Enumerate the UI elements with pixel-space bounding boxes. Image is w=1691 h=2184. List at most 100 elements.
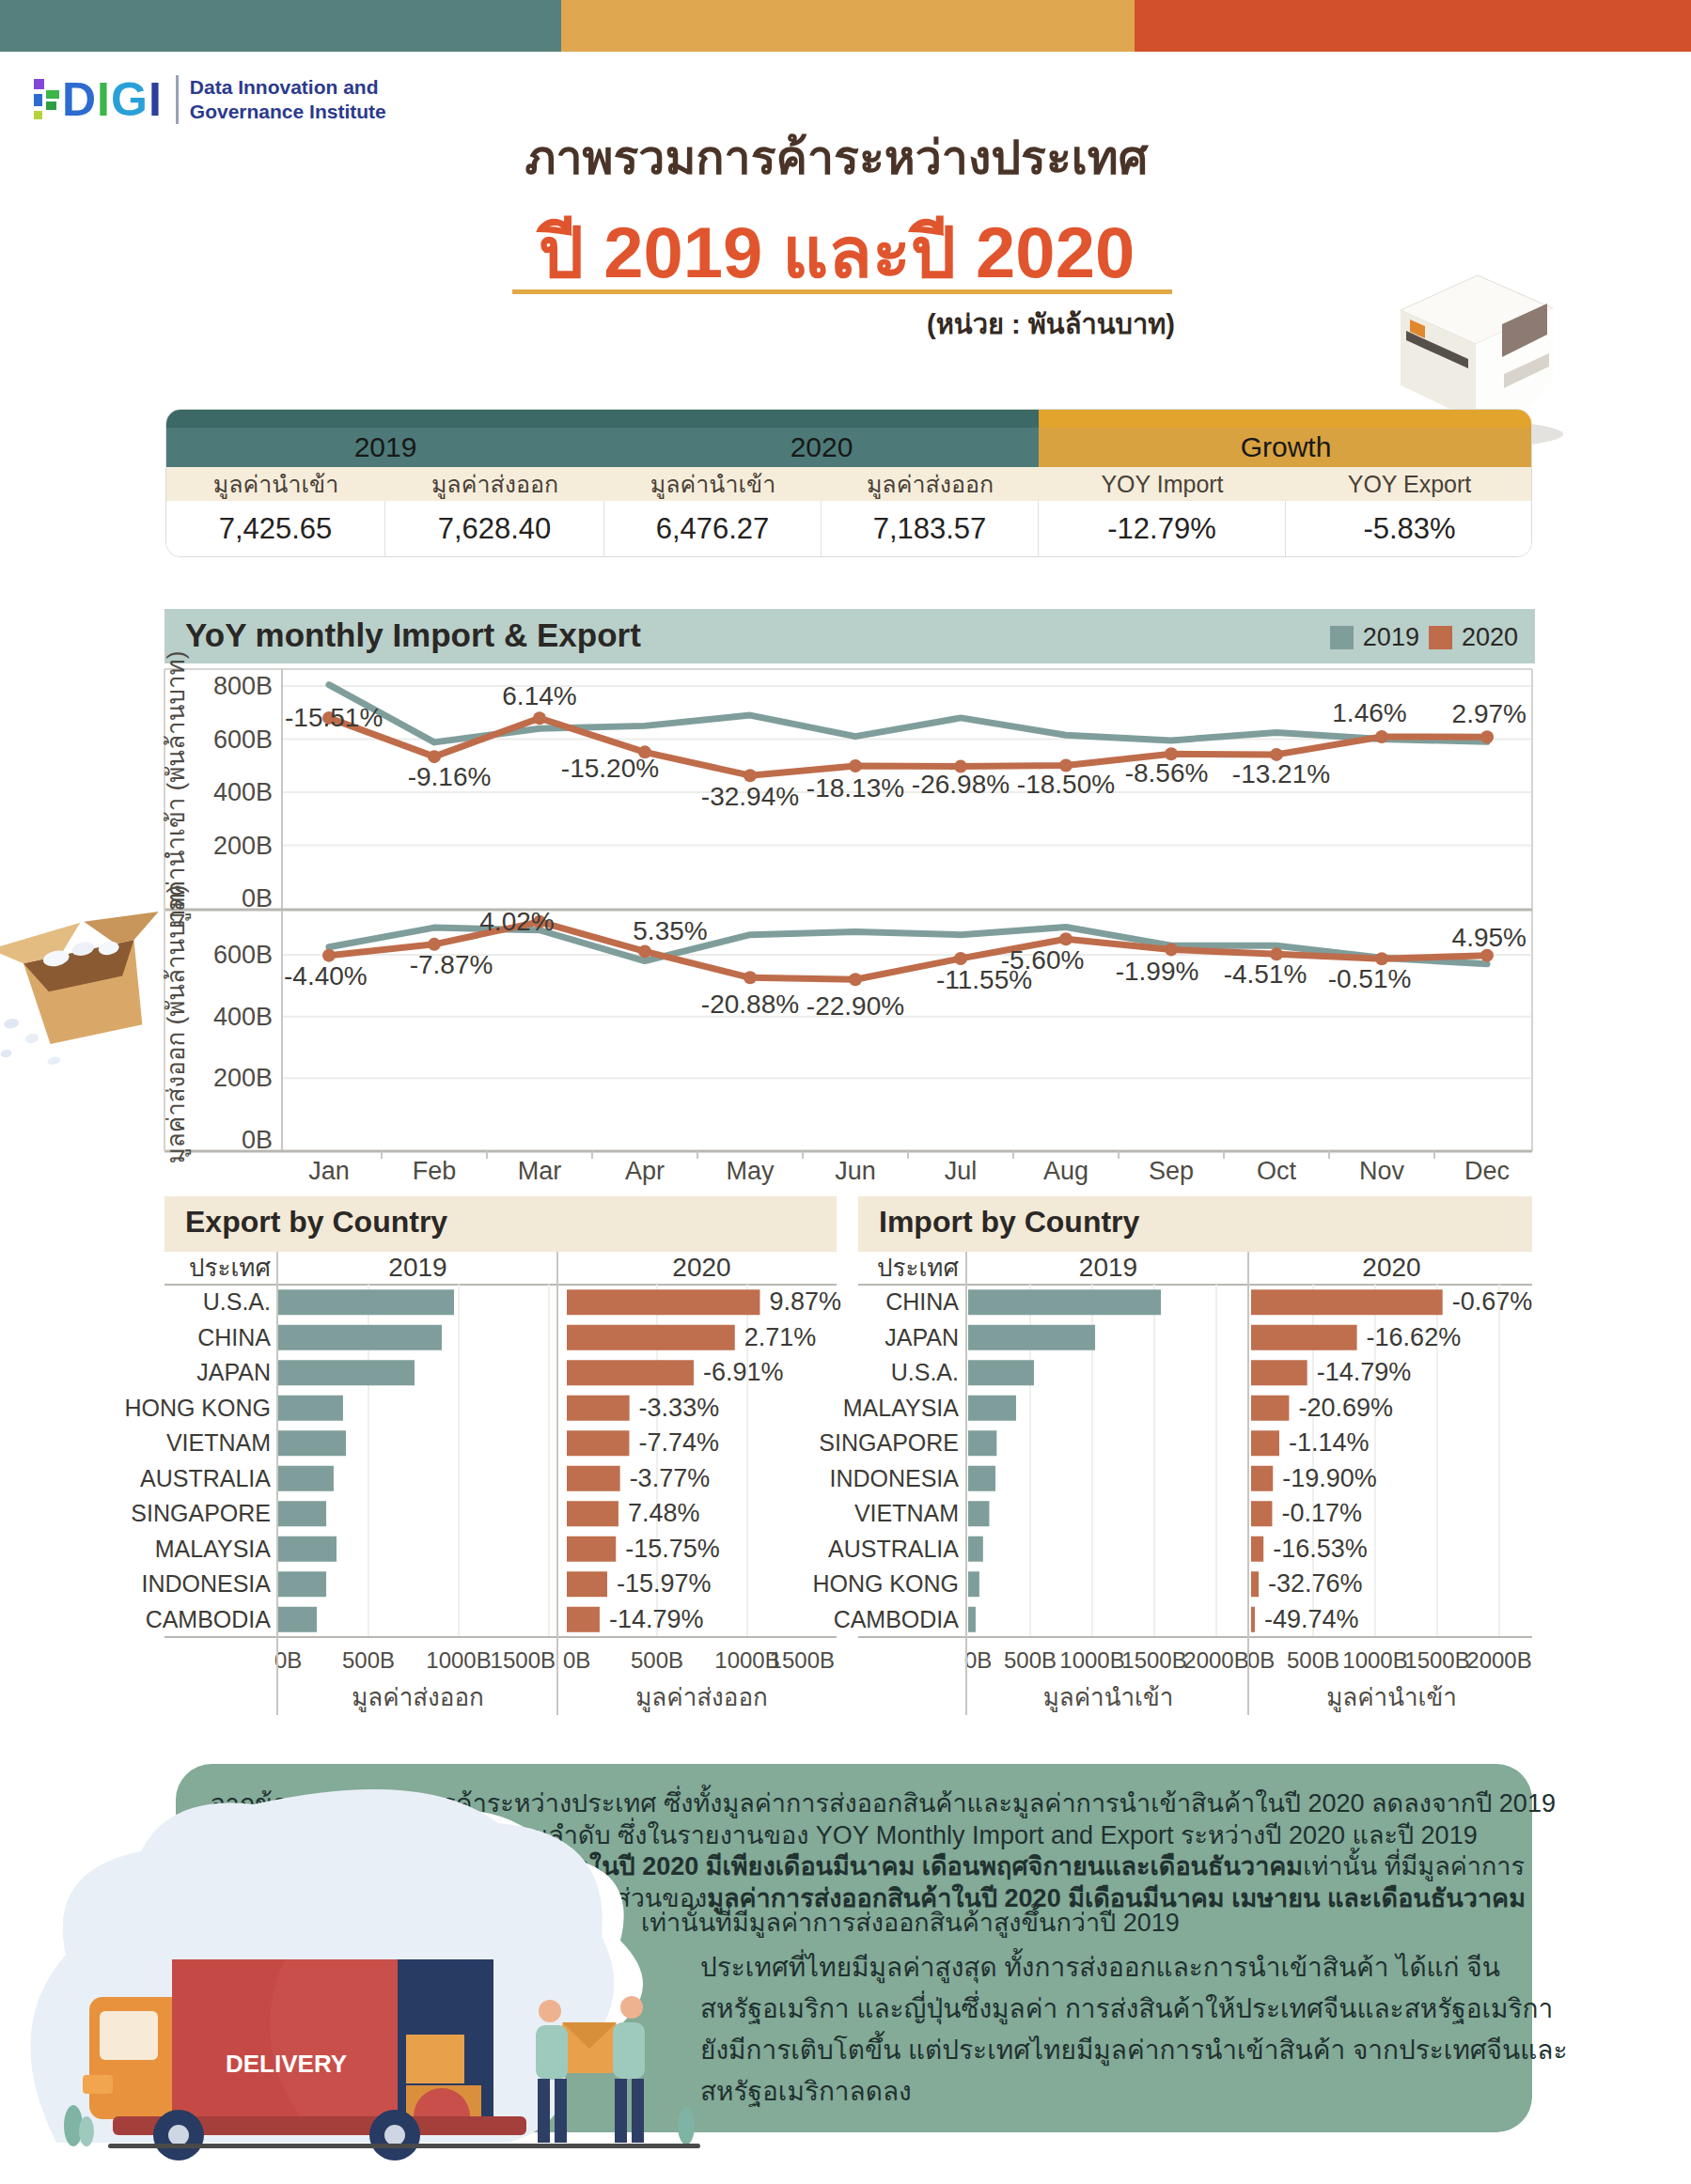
pct-label: 7.48% — [628, 1499, 700, 1527]
bar-x-tick: 0B — [964, 1647, 992, 1673]
bar-2020 — [567, 1571, 607, 1597]
country-label: VIETNAM — [854, 1500, 959, 1526]
country-label: U.S.A. — [203, 1288, 271, 1315]
bar-2019 — [968, 1396, 1016, 1421]
bar-2020 — [567, 1430, 629, 1456]
bar-2019 — [278, 1466, 334, 1491]
pct-label: -16.62% — [1367, 1323, 1462, 1351]
country-label: CAMBODIA — [834, 1606, 960, 1632]
bar-2020 — [1251, 1607, 1255, 1632]
country-label: SINGAPORE — [819, 1429, 959, 1456]
bar-x-tick: 500B — [1004, 1647, 1057, 1673]
pct-label: -7.74% — [638, 1428, 719, 1457]
country-label: CAMBODIA — [146, 1606, 272, 1632]
country-label: JAPAN — [196, 1359, 271, 1385]
bar-2019 — [968, 1430, 996, 1456]
bar-2020 — [1251, 1571, 1259, 1597]
pct-label: -16.53% — [1273, 1535, 1368, 1563]
pct-label: -3.77% — [630, 1464, 711, 1492]
footer-paragraph-1: จากข้อมูลภาพรวมการค้าระหว่างประเทศ ซึ่งท… — [211, 1788, 1556, 1914]
country-bar-charts: ประเทศ20192020U.S.A.9.87%CHINA2.71%JAPAN… — [0, 0, 1691, 1757]
country-label: JAPAN — [885, 1324, 959, 1350]
bar-2019 — [278, 1537, 337, 1562]
country-label: MALAYSIA — [155, 1536, 272, 1562]
bar-2019 — [278, 1396, 343, 1421]
bar-2020 — [567, 1289, 759, 1315]
bar-x-tick: 2000B — [1183, 1647, 1248, 1673]
pct-label: -14.79% — [609, 1605, 704, 1633]
bar-x-tick: 1500B — [770, 1647, 835, 1673]
bar-2019 — [968, 1501, 989, 1526]
bar-x-tick: 1500B — [1404, 1647, 1469, 1673]
pct-label: -19.90% — [1282, 1464, 1377, 1492]
bar-2020 — [1251, 1396, 1289, 1421]
bar-axis-title: มูลค่าส่งออก — [352, 1683, 484, 1712]
bar-x-tick: 2000B — [1466, 1647, 1531, 1673]
country-label: INDONESIA — [829, 1465, 959, 1491]
pct-label: -6.91% — [703, 1358, 784, 1386]
bar-2020 — [567, 1537, 616, 1562]
bar-2019 — [968, 1607, 976, 1632]
bar-axis-title: มูลค่านำเข้า — [1043, 1683, 1174, 1712]
bar-2020 — [567, 1325, 735, 1350]
bar-2019 — [968, 1537, 983, 1562]
country-label: U.S.A. — [891, 1359, 959, 1385]
country-label: VIETNAM — [166, 1429, 271, 1456]
export-2019-header: 2019 — [388, 1253, 446, 1282]
bar-2020 — [567, 1466, 620, 1491]
bar-2019 — [278, 1360, 415, 1385]
bar-2019 — [278, 1607, 317, 1632]
country-label: INDONESIA — [141, 1570, 271, 1597]
bar-x-tick: 0B — [1247, 1647, 1275, 1673]
pct-label: 9.87% — [769, 1287, 841, 1316]
bar-2019 — [278, 1571, 326, 1597]
bar-axis-title: มูลค่านำเข้า — [1326, 1683, 1457, 1712]
bar-x-tick: 500B — [631, 1647, 683, 1673]
bar-2020 — [1251, 1430, 1279, 1456]
bar-2019 — [278, 1501, 326, 1526]
bar-2020 — [1251, 1289, 1443, 1315]
country-label: MALAYSIA — [843, 1395, 960, 1421]
bar-x-tick: 1000B — [1342, 1647, 1407, 1673]
bar-2020 — [1251, 1325, 1357, 1350]
pct-label: -20.69% — [1298, 1394, 1393, 1422]
bar-2019 — [278, 1430, 346, 1456]
footer-paragraph-1-indent: เท่านั้นที่มีมูลค่าการส่งออกสินค้าสูงขึ้… — [641, 1908, 1180, 1940]
bar-x-tick: 0B — [274, 1647, 302, 1673]
bar-2019 — [968, 1466, 995, 1491]
footer-paragraph-2: ประเทศที่ไทยมีมูลค่าสูงสุด ทั้งการส่งออก… — [700, 1947, 1567, 2113]
pct-label: -49.74% — [1264, 1605, 1359, 1633]
pct-label: -1.14% — [1289, 1428, 1370, 1457]
bar-2019 — [968, 1571, 979, 1597]
bar-axis-title: มูลค่าส่งออก — [635, 1683, 768, 1712]
bar-x-tick: 0B — [563, 1647, 590, 1673]
bar-2020 — [1251, 1537, 1263, 1562]
pct-label: -32.76% — [1268, 1569, 1363, 1598]
bar-2019 — [968, 1360, 1034, 1385]
pct-label: -0.67% — [1452, 1287, 1533, 1316]
bar-x-tick: 500B — [1287, 1647, 1339, 1673]
pct-label: -0.17% — [1281, 1499, 1362, 1527]
pct-label: -15.97% — [617, 1569, 712, 1598]
bar-x-tick: 1000B — [1059, 1647, 1124, 1673]
pct-label: -14.79% — [1317, 1358, 1412, 1386]
bar-2019 — [968, 1289, 1161, 1315]
bar-x-tick: 1500B — [491, 1647, 556, 1673]
bar-x-tick: 1000B — [426, 1647, 491, 1673]
bar-2020 — [1251, 1501, 1272, 1526]
bar-x-tick: 1500B — [1121, 1647, 1186, 1673]
country-label: AUSTRALIA — [140, 1465, 271, 1491]
country-label: AUSTRALIA — [828, 1536, 959, 1562]
country-label: CHINA — [885, 1288, 959, 1315]
bar-2020 — [567, 1501, 618, 1526]
bar-2019 — [278, 1289, 454, 1315]
export-2020-header: 2020 — [672, 1253, 730, 1282]
bar-2019 — [968, 1325, 1095, 1350]
bar-2020 — [567, 1607, 600, 1632]
pct-label: -15.75% — [625, 1535, 720, 1563]
bar-2019 — [278, 1325, 442, 1350]
bar-2020 — [1251, 1360, 1307, 1385]
country-label: HONG KONG — [812, 1570, 959, 1597]
bar-x-tick: 500B — [342, 1647, 395, 1673]
bar-2020 — [567, 1360, 694, 1385]
